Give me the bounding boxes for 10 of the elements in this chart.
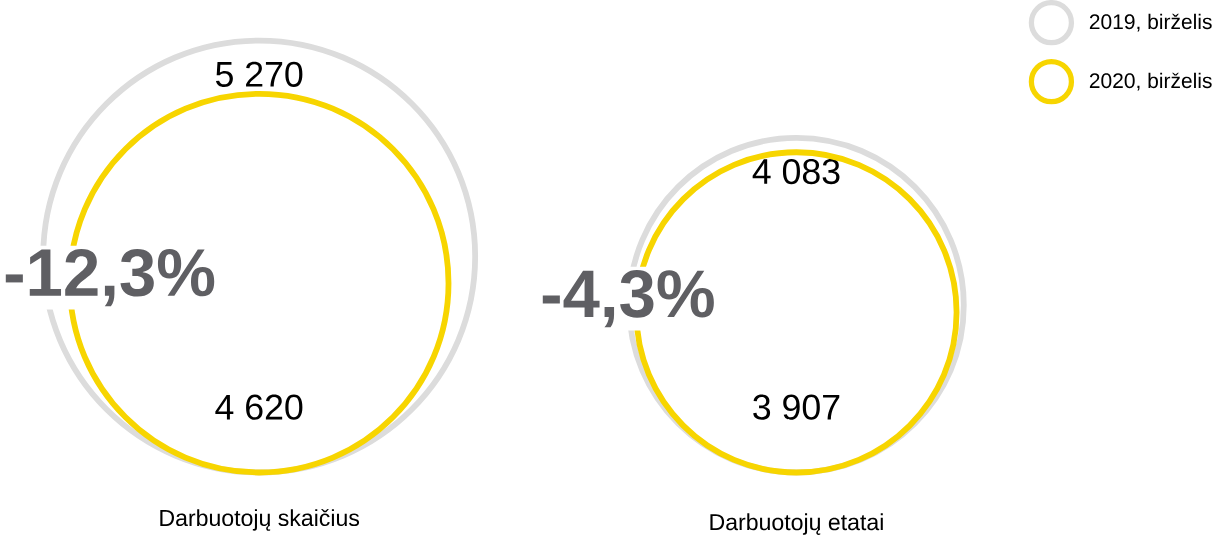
data-label: 5 270	[215, 61, 303, 87]
data-label: 4 620	[215, 394, 303, 420]
category-label: Darbuotojų etatai	[710, 513, 883, 535]
legend-label: 2020, birželis	[1089, 72, 1212, 91]
data-label: 3 907	[753, 394, 840, 420]
category-label: Darbuotojų skaičius	[160, 508, 360, 531]
text: -12,3%	[5, 248, 215, 307]
text: -4,3%	[542, 269, 714, 328]
legend-label: 2019, birželis	[1089, 13, 1212, 32]
data-label: 4 083	[752, 158, 840, 184]
